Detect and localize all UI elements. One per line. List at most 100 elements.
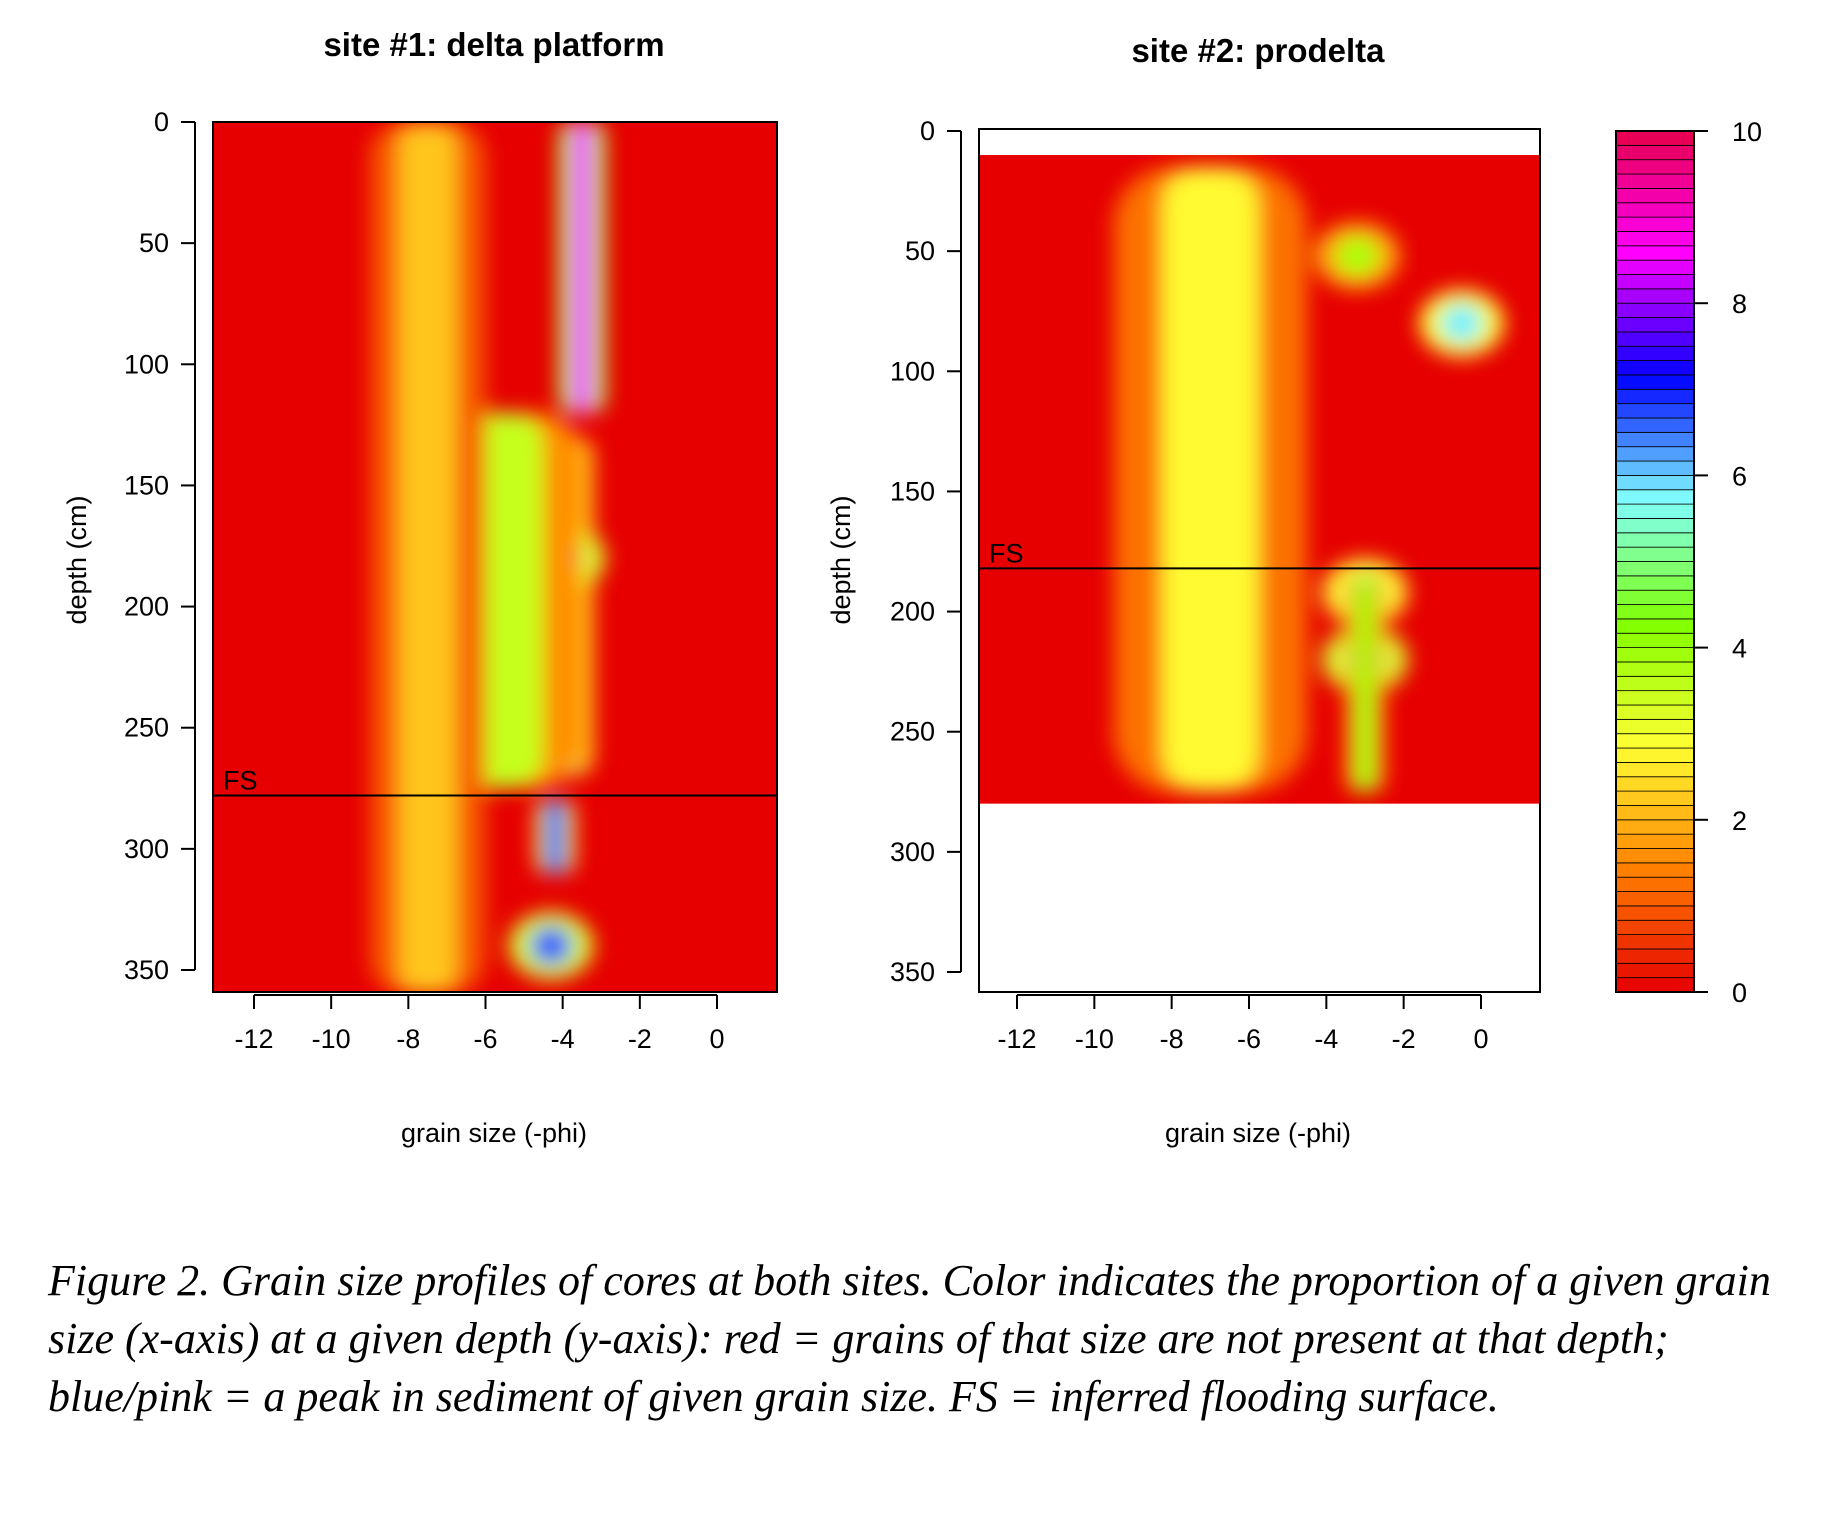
heatmap-peak xyxy=(529,926,573,966)
heatmap-peak xyxy=(1440,304,1483,343)
colorbar-segment xyxy=(1615,503,1695,519)
heatmap-band xyxy=(1355,575,1375,792)
colorbar-segment xyxy=(1615,589,1695,605)
colorbar-segment xyxy=(1615,388,1695,405)
colorbar-segment xyxy=(1615,891,1695,907)
colorbar-segment xyxy=(1615,848,1695,864)
x-tick-label: -2 xyxy=(628,1024,652,1054)
colorbar-segment xyxy=(1615,862,1695,878)
x-tick-label: -10 xyxy=(312,1024,351,1054)
colorbar-tick-label: 4 xyxy=(1732,634,1747,664)
colorbar-segment xyxy=(1615,661,1695,677)
colorbar-tick-label: 2 xyxy=(1732,806,1747,836)
colorbar-segment xyxy=(1615,604,1695,620)
panel-1-y-axis: 0 50 100 150 200 250 300 350 xyxy=(124,107,196,985)
heatmap-band xyxy=(398,122,457,992)
colorbar-segment xyxy=(1615,733,1695,749)
y-tick-label: 50 xyxy=(905,236,935,266)
heatmap-peak xyxy=(1336,236,1379,276)
colorbar-segment xyxy=(1615,776,1695,792)
colorbar-segment xyxy=(1615,202,1695,218)
colorbar-segment xyxy=(1615,446,1695,462)
x-tick-label: -6 xyxy=(1237,1024,1261,1054)
colorbar-segment xyxy=(1615,302,1695,318)
colorbar-segment xyxy=(1615,231,1695,247)
colorbar-segment xyxy=(1615,561,1695,577)
colorbar-segment xyxy=(1615,460,1695,476)
colorbar-segment xyxy=(1615,216,1695,232)
colorbar-segment xyxy=(1615,360,1695,376)
colorbar-segment xyxy=(1615,274,1695,290)
colorbar-segment xyxy=(1615,245,1695,261)
colorbar-segment xyxy=(1615,130,1695,146)
colorbar-segment xyxy=(1615,833,1695,849)
panel-1-x-label: grain size (-phi) xyxy=(401,1118,587,1148)
x-tick-label: 0 xyxy=(1473,1024,1488,1054)
colorbar-frame xyxy=(1615,130,1695,993)
y-tick-label: 100 xyxy=(124,349,169,379)
y-tick-label: 250 xyxy=(124,713,169,743)
colorbar: 0 2 4 6 8 10 xyxy=(1615,117,1762,1008)
x-tick-label: 0 xyxy=(709,1024,724,1054)
y-tick-label: 300 xyxy=(124,834,169,864)
colorbar-segment xyxy=(1615,948,1695,964)
heatmap-features xyxy=(369,122,606,992)
colorbar-segment xyxy=(1615,647,1695,663)
y-tick-label: 350 xyxy=(124,955,169,985)
panel-1-heatmap: FS xyxy=(212,121,778,993)
colorbar-segment xyxy=(1615,374,1695,390)
panel-1-y-label: depth (cm) xyxy=(62,495,92,624)
colorbar-segment xyxy=(1615,790,1695,806)
panel-site-2: site #2: prodelta FS 0 50 100 150 200 250 300 3… xyxy=(826,32,1541,1148)
y-tick-label: 0 xyxy=(154,107,169,137)
colorbar-tick-label: 10 xyxy=(1732,117,1762,147)
panel-site-1: site #1: delta platform FS 0 50 100 150 200 2… xyxy=(62,26,778,1148)
heatmap-band xyxy=(1162,167,1259,792)
y-tick-label: 50 xyxy=(139,228,169,258)
colorbar-tick-label: 0 xyxy=(1732,978,1747,1008)
colorbar-segment xyxy=(1615,474,1695,491)
colorbar-segment xyxy=(1615,762,1695,778)
flooding-surface-label: FS xyxy=(223,766,258,796)
colorbar-segment xyxy=(1615,331,1695,347)
x-tick-label: -8 xyxy=(1160,1024,1184,1054)
colorbar-segment xyxy=(1615,518,1695,534)
panel-1-title: site #1: delta platform xyxy=(323,26,664,63)
colorbar-segment xyxy=(1615,876,1695,892)
colorbar-tick-label: 8 xyxy=(1732,289,1747,319)
colorbar-segment xyxy=(1615,977,1695,993)
y-tick-label: 300 xyxy=(890,837,935,867)
flooding-surface-label: FS xyxy=(989,538,1024,568)
panel-2-heatmap: FS xyxy=(978,128,1541,993)
figure: site #1: delta platform FS 0501001502002… xyxy=(62,26,1762,1148)
heatmap-field xyxy=(979,155,1540,804)
y-tick-label: 250 xyxy=(890,717,935,747)
colorbar-segment xyxy=(1615,632,1695,649)
panel-2-y-axis: 0 50 100 150 200 250 300 350 xyxy=(890,116,962,987)
panel-2-x-axis: -12 -10 -8 -6 -4 -2 0 xyxy=(997,994,1489,1054)
panel-2-title: site #2: prodelta xyxy=(1131,32,1385,69)
colorbar-segment xyxy=(1615,288,1695,304)
colorbar-tick-label: 6 xyxy=(1732,461,1747,491)
colorbar-segment xyxy=(1615,919,1695,936)
panel-1-x-axis: -12 -10 -8 -6 -4 -2 0 xyxy=(234,994,725,1054)
colorbar-segment xyxy=(1615,173,1695,189)
colorbar-segment xyxy=(1615,546,1695,562)
colorbar-segment xyxy=(1615,747,1695,763)
heatmap-features xyxy=(1113,167,1505,792)
colorbar-segment xyxy=(1615,187,1695,204)
colorbar-segment xyxy=(1615,532,1695,548)
plot-frame xyxy=(978,128,1541,993)
colorbar-segment xyxy=(1615,905,1695,921)
colorbar-segment xyxy=(1615,690,1695,706)
y-tick-label: 350 xyxy=(890,957,935,987)
colorbar-segment xyxy=(1615,159,1695,175)
colorbar-segment xyxy=(1615,718,1695,735)
x-tick-label: -2 xyxy=(1392,1024,1416,1054)
x-tick-label: -8 xyxy=(396,1024,420,1054)
x-tick-label: -12 xyxy=(997,1024,1036,1054)
plot-frame xyxy=(212,121,778,993)
colorbar-segment xyxy=(1615,489,1695,505)
y-tick-label: 0 xyxy=(920,116,935,146)
colorbar-segment xyxy=(1615,317,1695,333)
